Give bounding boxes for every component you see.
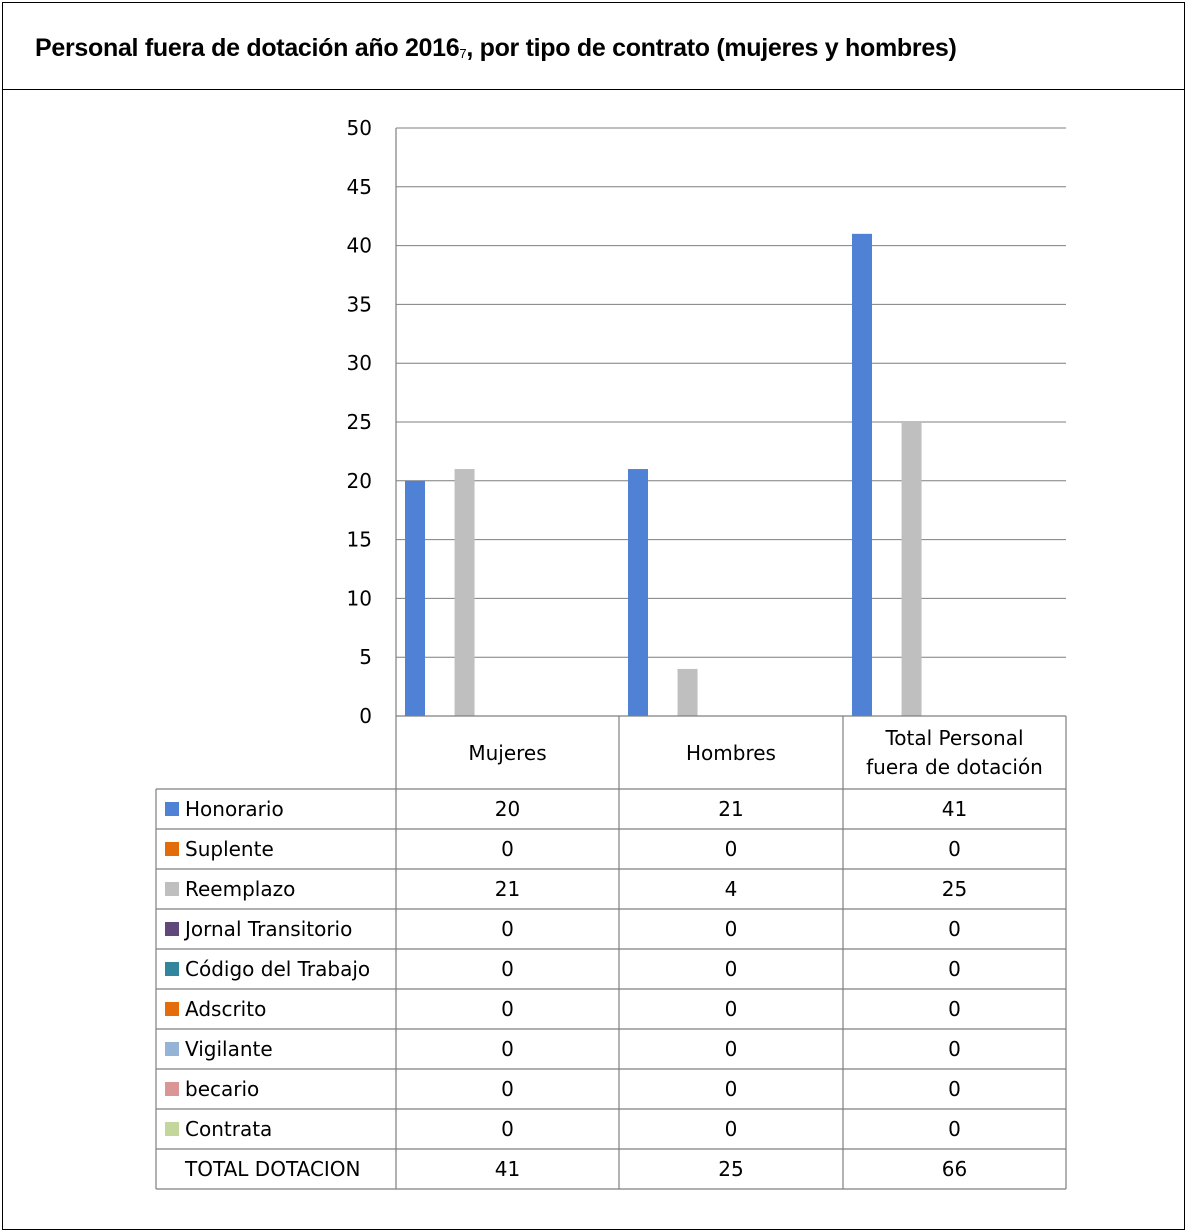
data-label: 41 bbox=[942, 797, 967, 821]
legend-label: Adscrito bbox=[185, 997, 266, 1021]
data-label: 21 bbox=[718, 797, 743, 821]
y-tick-label: 50 bbox=[347, 116, 372, 140]
y-tick-label: 10 bbox=[347, 586, 372, 610]
legend-label: Honorario bbox=[185, 797, 284, 821]
data-label: 0 bbox=[948, 957, 961, 981]
legend-label: Código del Trabajo bbox=[185, 957, 370, 981]
legend-swatch bbox=[165, 1042, 179, 1056]
y-tick-label: 30 bbox=[347, 351, 372, 375]
y-tick-label: 35 bbox=[347, 292, 372, 316]
data-label: 0 bbox=[948, 1117, 961, 1141]
legend-swatch bbox=[165, 962, 179, 976]
data-label: 0 bbox=[725, 957, 738, 981]
legend-label: Suplente bbox=[185, 837, 274, 861]
legend-swatch bbox=[165, 842, 179, 856]
data-label: 0 bbox=[725, 1037, 738, 1061]
data-label: 0 bbox=[501, 837, 514, 861]
bar-honorario bbox=[405, 480, 425, 716]
y-tick-label: 15 bbox=[347, 528, 372, 552]
title-bar: Personal fuera de dotación año 20167, po… bbox=[2, 2, 1185, 90]
legend-label: becario bbox=[185, 1077, 259, 1101]
data-label: 21 bbox=[495, 877, 520, 901]
data-label: 66 bbox=[942, 1157, 967, 1181]
data-label: 0 bbox=[725, 917, 738, 941]
y-tick-label: 45 bbox=[347, 175, 372, 199]
data-label: 0 bbox=[948, 917, 961, 941]
data-label: 0 bbox=[948, 1077, 961, 1101]
data-label: 25 bbox=[942, 877, 967, 901]
data-label: 0 bbox=[948, 837, 961, 861]
data-label: 0 bbox=[725, 997, 738, 1021]
y-tick-label: 25 bbox=[347, 410, 372, 434]
data-label: 0 bbox=[725, 1117, 738, 1141]
legend-label: Vigilante bbox=[185, 1037, 273, 1061]
data-label: 0 bbox=[948, 997, 961, 1021]
data-label: 0 bbox=[725, 837, 738, 861]
data-label: 0 bbox=[501, 917, 514, 941]
category-label: Total Personal fuera de dotación bbox=[866, 726, 1043, 779]
category-label: Mujeres bbox=[468, 741, 546, 765]
legend-label: Contrata bbox=[185, 1117, 272, 1141]
legend-swatch bbox=[165, 802, 179, 816]
y-tick-label: 5 bbox=[359, 645, 372, 669]
y-tick-label: 20 bbox=[347, 469, 372, 493]
data-label: 0 bbox=[948, 1037, 961, 1061]
data-label: 20 bbox=[495, 797, 520, 821]
bar-honorario bbox=[852, 233, 872, 716]
data-label: 4 bbox=[725, 877, 738, 901]
bar-reemplazo bbox=[677, 668, 698, 716]
y-tick-label: 40 bbox=[347, 234, 372, 258]
legend-swatch bbox=[165, 882, 179, 896]
bar-reemplazo bbox=[454, 469, 475, 716]
legend-swatch bbox=[165, 1122, 179, 1136]
title-main: Personal fuera de dotación año 2016 bbox=[35, 34, 460, 62]
data-label: 0 bbox=[725, 1077, 738, 1101]
data-label: 0 bbox=[501, 1117, 514, 1141]
bar-reemplazo bbox=[901, 422, 922, 716]
total-label: TOTAL DOTACION bbox=[184, 1157, 361, 1181]
legend-swatch bbox=[165, 922, 179, 936]
legend-swatch bbox=[165, 1082, 179, 1096]
category-label: Hombres bbox=[686, 741, 776, 765]
data-label: 41 bbox=[495, 1157, 520, 1181]
title-rest: , por tipo de contrato (mujeres y hombre… bbox=[466, 34, 957, 62]
legend-label: Reemplazo bbox=[185, 877, 295, 901]
bar-honorario bbox=[628, 469, 648, 716]
legend-label: Jornal Transitorio bbox=[183, 917, 352, 941]
data-label: 0 bbox=[501, 957, 514, 981]
data-label: 0 bbox=[501, 997, 514, 1021]
legend-swatch bbox=[165, 1002, 179, 1016]
title-footnote: 7 bbox=[459, 46, 467, 61]
chart-title: Personal fuera de dotación año 20167, po… bbox=[35, 34, 957, 63]
data-label: 0 bbox=[501, 1037, 514, 1061]
data-label: 25 bbox=[718, 1157, 743, 1181]
y-tick-label: 0 bbox=[359, 704, 372, 728]
data-label: 0 bbox=[501, 1077, 514, 1101]
